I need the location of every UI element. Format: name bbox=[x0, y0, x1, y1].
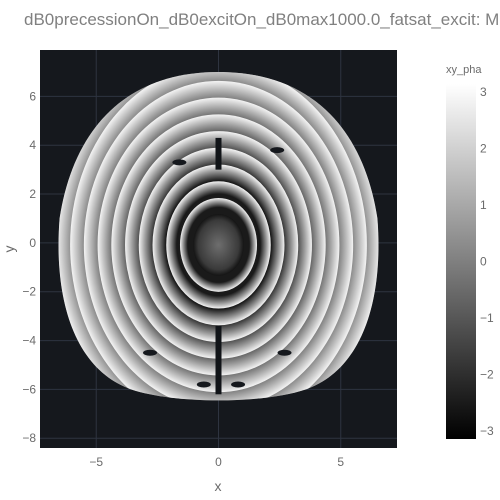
y-tick-label: 0 bbox=[29, 236, 36, 250]
colorbar-tick-label: −1 bbox=[480, 311, 494, 325]
colorbar-title: xy_pha bbox=[446, 64, 482, 76]
y-tick-label: −6 bbox=[22, 382, 36, 396]
colorbar-tick-label: 0 bbox=[480, 255, 487, 269]
x-tick-label: 0 bbox=[215, 455, 222, 469]
phase-core bbox=[193, 214, 244, 276]
phase-map bbox=[58, 71, 379, 401]
y-tick-label: 4 bbox=[29, 138, 36, 152]
phase-rings bbox=[58, 71, 379, 401]
colorbar-tick-label: −3 bbox=[480, 424, 494, 438]
colorbar-tick-label: 1 bbox=[480, 198, 487, 212]
colorbar-tick-labels: 3 2 1 0 −1 −2 −3 bbox=[480, 85, 494, 438]
artifact-spot bbox=[196, 381, 211, 388]
colorbar-tick-label: −2 bbox=[480, 368, 494, 382]
colorbar-tick-label: 3 bbox=[480, 85, 487, 99]
y-tick-label: 6 bbox=[29, 89, 36, 103]
colorbar bbox=[446, 84, 476, 439]
artifact-spot bbox=[143, 349, 158, 356]
artifact-spot bbox=[277, 349, 292, 356]
colorbar-tick-label: 2 bbox=[480, 141, 487, 155]
y-axis-label: y bbox=[1, 246, 17, 253]
artifact-spot bbox=[270, 147, 285, 154]
x-axis-label: x bbox=[215, 478, 222, 494]
artifact-spot bbox=[172, 159, 187, 166]
y-tick-label: −4 bbox=[22, 334, 36, 348]
y-tick-labels: 6 4 2 0 −2 −4 −6 −8 bbox=[22, 89, 36, 445]
phase-artifacts bbox=[143, 137, 292, 395]
x-tick-label: 5 bbox=[337, 455, 344, 469]
chart-title: dB0precessionOn_dB0excitOn_dB0max1000.0_… bbox=[24, 10, 499, 29]
x-tick-labels: −5 0 5 bbox=[89, 455, 344, 469]
artifact-streak bbox=[215, 137, 222, 170]
artifact-spot bbox=[231, 381, 246, 388]
y-tick-label: −2 bbox=[22, 285, 36, 299]
x-tick-label: −5 bbox=[89, 455, 103, 469]
y-tick-label: 2 bbox=[29, 187, 36, 201]
y-tick-label: −8 bbox=[22, 431, 36, 445]
artifact-streak bbox=[215, 325, 222, 395]
